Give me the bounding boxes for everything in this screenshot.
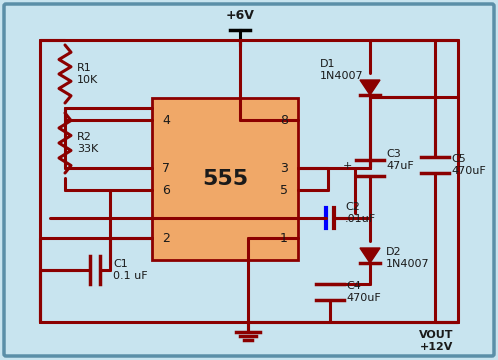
Polygon shape: [360, 248, 380, 263]
Text: 8: 8: [280, 113, 288, 126]
Text: 2: 2: [162, 231, 170, 244]
Text: 555: 555: [202, 169, 248, 189]
Text: 6: 6: [162, 184, 170, 197]
Text: D2
1N4007: D2 1N4007: [386, 247, 430, 269]
Text: R2
33K: R2 33K: [77, 132, 98, 154]
Text: R1
10K: R1 10K: [77, 63, 98, 85]
Text: VOUT
+12V: VOUT +12V: [418, 330, 453, 352]
Text: C5
470uF: C5 470uF: [451, 154, 486, 176]
Bar: [152, 98, 298, 260]
Text: D1
1N4007: D1 1N4007: [320, 59, 364, 81]
Text: 5: 5: [280, 184, 288, 197]
Text: 7: 7: [162, 162, 170, 175]
Text: +6V: +6V: [226, 9, 254, 22]
Text: C4
470uF: C4 470uF: [346, 281, 381, 303]
Text: 3: 3: [280, 162, 288, 175]
Text: 1: 1: [280, 231, 288, 244]
Text: C3
47uF: C3 47uF: [386, 149, 414, 171]
FancyBboxPatch shape: [4, 4, 494, 356]
Polygon shape: [360, 80, 380, 95]
Text: +: +: [343, 161, 352, 171]
Text: C2
.01uF: C2 .01uF: [345, 202, 376, 224]
Text: C1
0.1 uF: C1 0.1 uF: [113, 259, 147, 281]
Text: 4: 4: [162, 113, 170, 126]
